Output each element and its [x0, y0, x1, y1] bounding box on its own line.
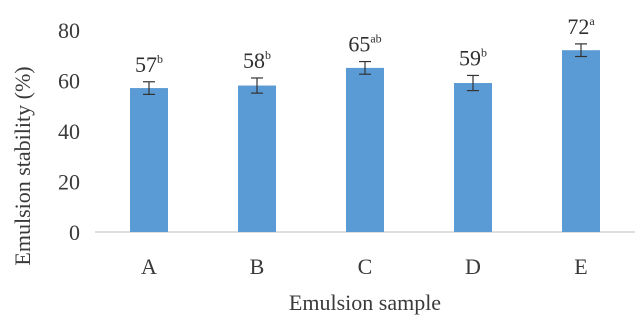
x-axis-title: Emulsion sample — [289, 290, 441, 315]
y-tick-label: 20 — [58, 170, 80, 195]
bar — [130, 88, 168, 232]
error-bar — [575, 43, 587, 58]
y-tick-label: 40 — [58, 119, 80, 144]
bars — [130, 50, 600, 233]
bar — [238, 85, 276, 232]
bar — [562, 50, 600, 233]
data-label-value: 59 — [459, 45, 481, 70]
error-bar — [251, 77, 263, 94]
data-label-superscript: a — [589, 14, 595, 28]
y-tick-label: 60 — [58, 69, 80, 94]
error-bar — [467, 74, 479, 92]
x-axis-ticks: A B C D E — [141, 254, 588, 279]
data-label-value: 57 — [135, 52, 157, 77]
data-label-value: 72 — [567, 14, 589, 39]
data-label-superscript: b — [481, 45, 487, 59]
x-tick-label: C — [358, 254, 373, 279]
error-bar — [143, 81, 155, 95]
error-bar — [359, 60, 371, 75]
data-label-superscript: ab — [370, 32, 381, 46]
x-tick-label: E — [574, 254, 587, 279]
data-label-superscript: b — [265, 48, 271, 62]
y-tick-label: 80 — [58, 18, 80, 43]
data-label-value: 65 — [348, 32, 370, 57]
y-axis-title: Emulsion stability (%) — [10, 66, 35, 265]
x-tick-label: A — [141, 254, 157, 279]
y-tick-label: 0 — [69, 220, 80, 245]
data-label-value: 58 — [243, 48, 265, 73]
data-label-superscript: b — [157, 52, 163, 66]
x-tick-label: B — [250, 254, 265, 279]
data-label: 57b — [135, 52, 163, 77]
y-axis-ticks: 0 20 40 60 80 — [58, 18, 80, 245]
data-label: 58b — [243, 48, 271, 73]
error-bars — [143, 43, 587, 95]
x-tick-label: D — [465, 254, 481, 279]
data-label: 65ab — [348, 32, 381, 57]
bar — [346, 67, 384, 232]
data-label: 59b — [459, 45, 487, 70]
data-label: 72a — [567, 14, 595, 39]
bar — [454, 83, 492, 233]
